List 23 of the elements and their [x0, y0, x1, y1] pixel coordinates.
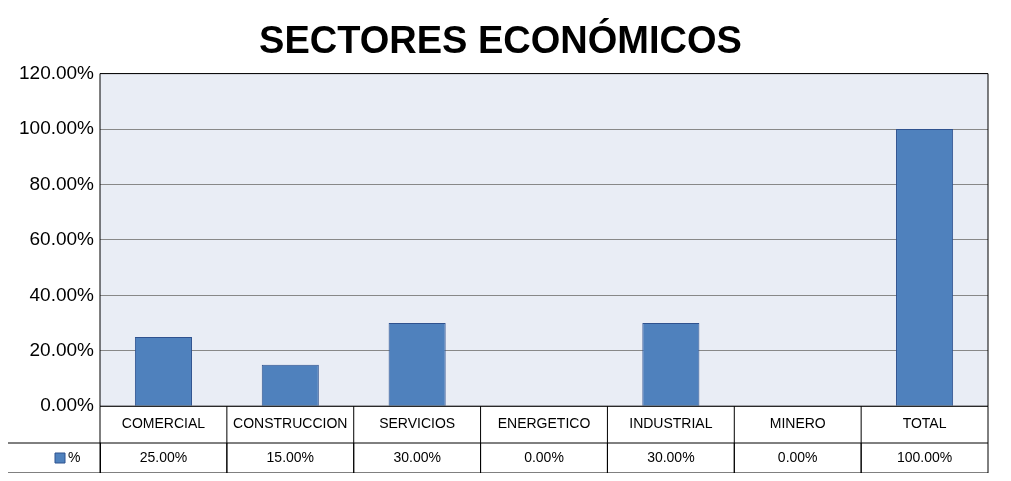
y-tick-label: 60.00% — [29, 228, 95, 250]
data-label: 30.00% — [647, 448, 695, 465]
x-tick-label: CONSTRUCCION — [233, 415, 348, 432]
chart-title: SECTORES ECONÓMICOS — [259, 18, 742, 62]
data-label: 30.00% — [393, 448, 441, 465]
x-tick-label: SERVICIOS — [379, 415, 456, 432]
x-tick-label: ENERGETICO — [497, 415, 591, 432]
y-tick-label: 100.00% — [18, 117, 95, 139]
legend-label: % — [68, 448, 81, 465]
x-tick-label: INDUSTRIAL — [629, 415, 713, 432]
y-tick-label: 80.00% — [29, 172, 95, 194]
y-tick-label: 40.00% — [29, 283, 95, 305]
data-label: 0.00% — [524, 448, 564, 465]
x-tick-label: TOTAL — [902, 415, 947, 432]
y-tick-label: 0.00% — [40, 394, 95, 416]
x-tick-label: COMERCIAL — [121, 415, 206, 432]
data-label: 25.00% — [139, 448, 188, 465]
y-tick-label: 120.00% — [18, 61, 95, 83]
data-label: 100.00% — [896, 448, 953, 465]
x-tick-label: MINERO — [769, 415, 826, 432]
y-tick-label: 20.00% — [29, 339, 95, 360]
data-label: 0.00% — [777, 448, 818, 465]
data-label: 15.00% — [266, 448, 315, 465]
